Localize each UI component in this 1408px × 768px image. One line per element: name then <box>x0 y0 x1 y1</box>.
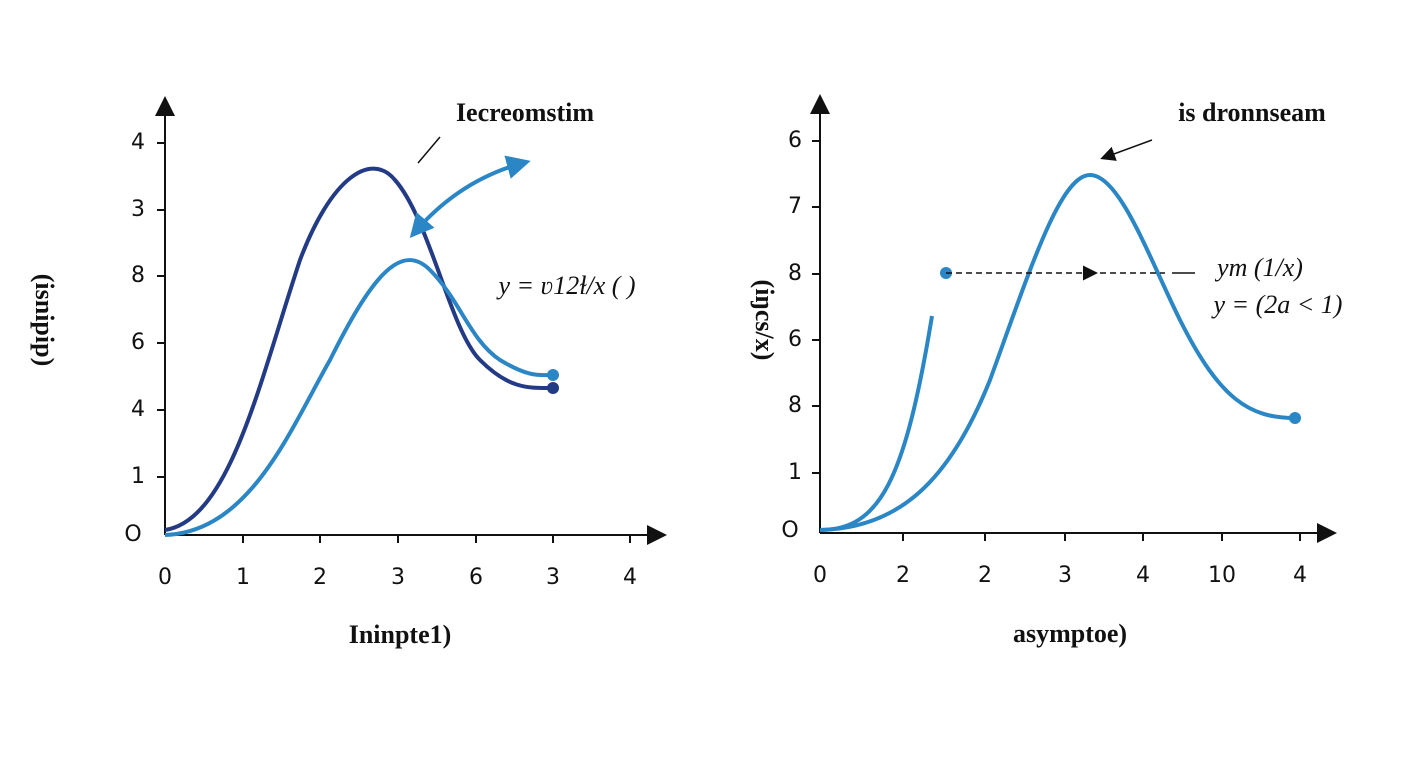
annotation: Iecreomstim <box>456 98 594 127</box>
equation: y = ʋ12ɫ/x ( ) <box>495 271 635 300</box>
x-axis-label: asymptoe) <box>1013 619 1127 648</box>
x-axis-label: Ininpte1) <box>349 620 452 649</box>
x-tick-label: 2 <box>978 563 992 588</box>
endpoint <box>547 382 559 394</box>
y-axis-label: (isnipip) <box>30 274 59 367</box>
y-tick-label: 8 <box>788 261 802 286</box>
curve <box>819 315 934 532</box>
y-tick-label: 8 <box>788 393 802 418</box>
x-tick-label: 2 <box>313 565 327 590</box>
curve <box>164 166 554 532</box>
y-tick-label: 1 <box>131 464 145 489</box>
x-tick-label: 4 <box>1136 563 1150 588</box>
double-arrow <box>409 155 531 239</box>
annotation: is dronnseam <box>1178 98 1326 127</box>
y-axis-label: (iŋcs/x) <box>750 280 779 361</box>
x-tick-label: 6 <box>469 565 483 590</box>
endpoint <box>547 369 559 381</box>
x-tick-label: 4 <box>1293 563 1307 588</box>
x-tick-label: 3 <box>546 565 560 590</box>
y-tick-label: 1 <box>788 460 802 485</box>
curve <box>819 172 1296 532</box>
pointer <box>417 136 441 164</box>
y-tick-label: O <box>781 518 798 543</box>
y-tick-label: 4 <box>131 130 145 155</box>
x-tick-label: 0 <box>813 563 827 588</box>
y-tick-label: 3 <box>131 197 145 222</box>
x-tick-label: 1 <box>236 565 250 590</box>
pointer <box>1100 139 1153 161</box>
equation: y = (2a < 1) <box>1211 290 1343 319</box>
x-tick-label: 4 <box>623 565 637 590</box>
y-tick-label: 7 <box>788 194 802 219</box>
y-tick-label: O <box>124 522 141 547</box>
x-tick-label: 0 <box>158 565 172 590</box>
x-tick-label: 2 <box>896 563 910 588</box>
curve <box>164 258 554 537</box>
equation: ym (1/x) <box>1214 253 1303 282</box>
y-tick-label: 4 <box>131 397 145 422</box>
y-tick-label: 6 <box>788 327 802 352</box>
y-tick-label: 6 <box>788 128 802 153</box>
y-tick-label: 8 <box>131 263 145 288</box>
endpoint <box>1289 412 1301 424</box>
y-tick-label: 6 <box>131 330 145 355</box>
x-tick-label: 3 <box>1058 563 1072 588</box>
x-tick-label: 3 <box>391 565 405 590</box>
x-tick-label: 10 <box>1208 563 1236 588</box>
